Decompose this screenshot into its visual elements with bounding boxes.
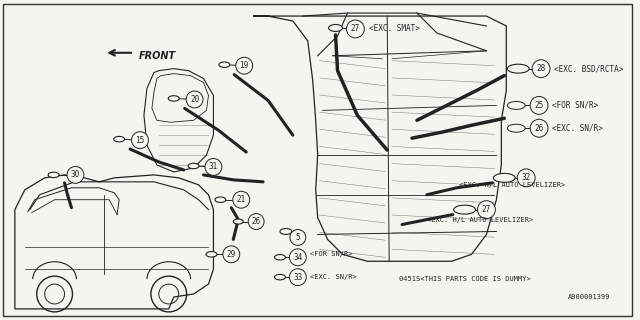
- Ellipse shape: [234, 219, 243, 224]
- Text: A900001399: A900001399: [568, 294, 611, 300]
- Text: 19: 19: [239, 61, 249, 70]
- Text: 28: 28: [536, 64, 546, 73]
- Ellipse shape: [219, 62, 230, 68]
- Text: 5: 5: [296, 233, 300, 242]
- Text: 27: 27: [482, 205, 491, 214]
- Circle shape: [233, 191, 250, 208]
- Ellipse shape: [454, 205, 476, 214]
- Ellipse shape: [508, 124, 525, 132]
- Ellipse shape: [275, 275, 285, 280]
- Text: 25: 25: [534, 101, 544, 110]
- Ellipse shape: [493, 173, 515, 182]
- Text: 26: 26: [534, 124, 544, 133]
- Ellipse shape: [275, 255, 285, 260]
- Circle shape: [289, 249, 307, 266]
- Circle shape: [236, 57, 253, 74]
- Text: <EXC. SMAT>: <EXC. SMAT>: [369, 24, 420, 34]
- Text: <EXC. SN/R>: <EXC. SN/R>: [552, 124, 603, 133]
- Ellipse shape: [188, 163, 199, 169]
- Text: 33: 33: [293, 273, 303, 282]
- Text: <EXC. BSD/RCTA>: <EXC. BSD/RCTA>: [554, 64, 623, 73]
- Text: 27: 27: [351, 24, 360, 34]
- Circle shape: [248, 214, 264, 229]
- Text: 20: 20: [190, 95, 199, 104]
- Circle shape: [289, 269, 307, 285]
- Circle shape: [290, 229, 306, 245]
- Ellipse shape: [168, 96, 179, 101]
- Ellipse shape: [215, 197, 226, 203]
- Circle shape: [530, 96, 548, 114]
- Circle shape: [532, 60, 550, 78]
- Ellipse shape: [508, 101, 525, 109]
- Text: 34: 34: [293, 253, 303, 262]
- Text: 29: 29: [227, 250, 236, 259]
- Text: 21: 21: [237, 195, 246, 204]
- Text: <FOR SN/R>: <FOR SN/R>: [552, 101, 598, 110]
- Ellipse shape: [328, 25, 342, 31]
- Ellipse shape: [508, 64, 529, 73]
- Ellipse shape: [48, 172, 59, 178]
- Circle shape: [186, 91, 203, 108]
- Text: 15: 15: [135, 136, 145, 145]
- Circle shape: [223, 246, 240, 263]
- Text: <EXC. SN/R>: <EXC. SN/R>: [310, 274, 356, 280]
- Ellipse shape: [206, 252, 217, 257]
- Text: 0451S<THIS PARTS CODE IS DUMMY>: 0451S<THIS PARTS CODE IS DUMMY>: [399, 276, 531, 282]
- Text: 26: 26: [252, 217, 260, 226]
- Circle shape: [67, 166, 84, 183]
- Text: 32: 32: [522, 173, 531, 182]
- Circle shape: [530, 119, 548, 137]
- Text: 31: 31: [209, 163, 218, 172]
- Ellipse shape: [114, 136, 125, 142]
- Text: <EXC. H/L AUTO LEVELIZER>: <EXC. H/L AUTO LEVELIZER>: [427, 217, 533, 223]
- Circle shape: [477, 201, 495, 219]
- Ellipse shape: [280, 228, 292, 235]
- Circle shape: [132, 132, 148, 148]
- Text: <FOR SN/R>: <FOR SN/R>: [310, 251, 352, 257]
- Text: FRONT: FRONT: [139, 51, 176, 61]
- Circle shape: [517, 169, 535, 187]
- Circle shape: [205, 158, 222, 175]
- Text: 30: 30: [71, 170, 80, 180]
- Circle shape: [346, 20, 364, 38]
- Text: <EXC. H/L AUTO LEVELIZER>: <EXC. H/L AUTO LEVELIZER>: [459, 182, 565, 188]
